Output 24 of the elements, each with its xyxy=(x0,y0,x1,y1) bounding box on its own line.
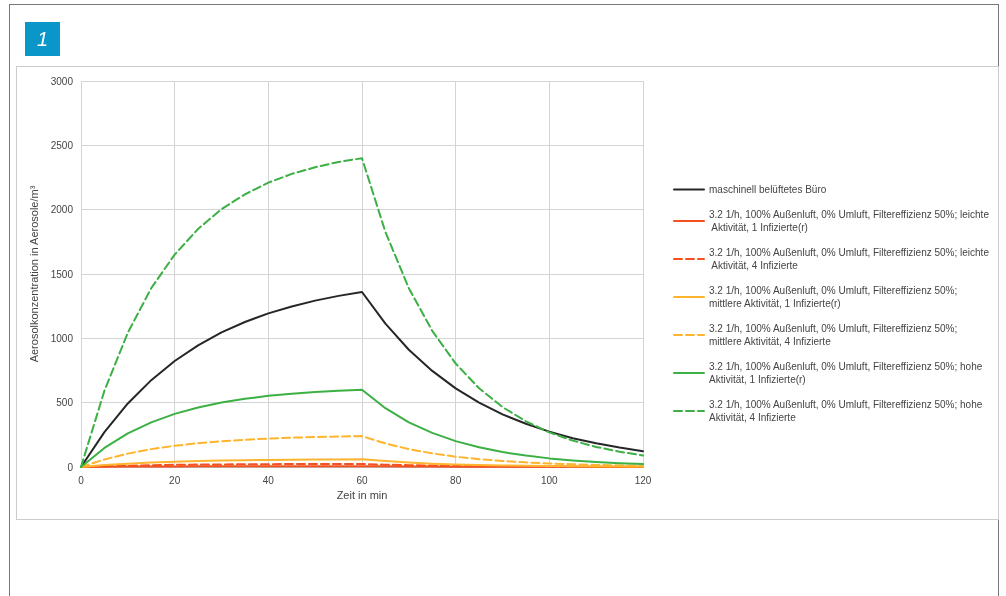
legend-label: maschinell belüftetes Büro xyxy=(709,184,827,195)
legend-label: 3.2 1/h, 100% Außenluft, 0% Umluft, Filtereffizienz 50%; mittlere Aktivität, 1 Infizierte(r) xyxy=(709,285,961,309)
legend-label: 3.2 1/h, 100% Außenluft, 0% Umluft, Filtereffizienz 50%; hohe Aktivität, 1 Infizierte(r) xyxy=(709,361,986,385)
x-tick-label: 60 xyxy=(356,474,368,486)
chart-title: 1 xyxy=(25,22,60,56)
y-tick-label: 2500 xyxy=(50,139,74,151)
legend-label: 3.2 1/h, 100% Außenluft, 0% Umluft, Filtereffizienz 50%; leichte Aktivität, 4 Infizierte xyxy=(709,247,990,271)
x-tick-label: 0 xyxy=(78,474,85,486)
x-tick-label: 100 xyxy=(540,474,559,486)
legend-label: 3.2 1/h, 100% Außenluft, 0% Umluft, Filtereffizienz 50%; mittlere Aktivität, 4 Infizierte xyxy=(709,323,961,347)
y-axis-title: Aerosolkonzentration in Aerosole/m³ xyxy=(28,185,41,363)
y-tick-label: 2000 xyxy=(50,204,74,216)
legend-label: 3.2 1/h, 100% Außenluft, 0% Umluft, Filtereffizienz 50%; hohe Aktivität, 4 Infizierte xyxy=(709,399,986,423)
x-tick-label: 80 xyxy=(450,474,462,486)
y-tick-label: 1500 xyxy=(50,268,74,280)
y-tick-label: 3000 xyxy=(50,75,74,87)
y-tick-label: 1000 xyxy=(50,332,74,344)
x-axis-title: Zeit in min xyxy=(336,489,388,502)
x-tick-label: 20 xyxy=(169,474,181,486)
y-tick-label: 500 xyxy=(56,397,74,409)
legend-label: 3.2 1/h, 100% Außenluft, 0% Umluft, Filtereffizienz 50%; leichte Aktivität, 1 Infizierte(r) xyxy=(709,209,990,233)
x-tick-label: 40 xyxy=(262,474,275,486)
y-tick-label: 0 xyxy=(67,461,74,473)
x-tick-label: 120 xyxy=(634,474,652,486)
